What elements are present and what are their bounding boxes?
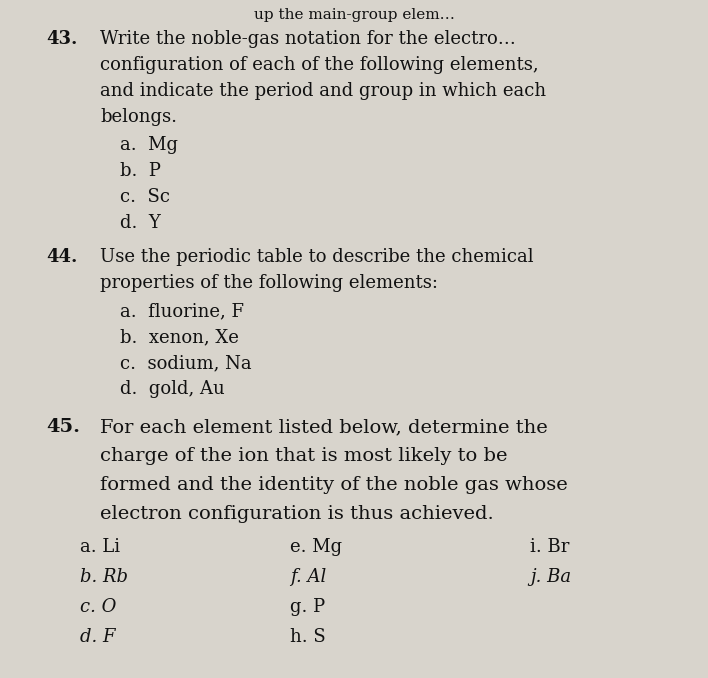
Text: b.  xenon, Xe: b. xenon, Xe: [120, 328, 239, 346]
Text: f. Al: f. Al: [290, 568, 326, 586]
Text: j. Ba: j. Ba: [530, 568, 571, 586]
Text: h. S: h. S: [290, 628, 326, 646]
Text: a. Li: a. Li: [80, 538, 120, 556]
Text: a.  fluorine, F: a. fluorine, F: [120, 302, 244, 320]
Text: up the main-group elem…: up the main-group elem…: [253, 8, 455, 22]
Text: i. Br: i. Br: [530, 538, 569, 556]
Text: Use the periodic table to describe the chemical: Use the periodic table to describe the c…: [100, 248, 534, 266]
Text: electron configuration is thus achieved.: electron configuration is thus achieved.: [100, 505, 493, 523]
Text: charge of the ion that is most likely to be: charge of the ion that is most likely to…: [100, 447, 508, 465]
Text: d.  Y: d. Y: [120, 214, 161, 232]
Text: b. Rb: b. Rb: [80, 568, 128, 586]
Text: g. P: g. P: [290, 598, 325, 616]
Text: For each element listed below, determine the: For each element listed below, determine…: [100, 418, 548, 436]
Text: belongs.: belongs.: [100, 108, 177, 126]
Text: formed and the identity of the noble gas whose: formed and the identity of the noble gas…: [100, 476, 568, 494]
Text: configuration of each of the following elements,: configuration of each of the following e…: [100, 56, 539, 74]
Text: d. F: d. F: [80, 628, 115, 646]
Text: 44.: 44.: [46, 248, 77, 266]
Text: Write the noble-gas notation for the electro…: Write the noble-gas notation for the ele…: [100, 30, 516, 48]
Text: a.  Mg: a. Mg: [120, 136, 178, 154]
Text: d.  gold, Au: d. gold, Au: [120, 380, 224, 398]
Text: and indicate the period and group in which each: and indicate the period and group in whi…: [100, 82, 546, 100]
Text: c.  sodium, Na: c. sodium, Na: [120, 354, 251, 372]
Text: b.  P: b. P: [120, 162, 161, 180]
Text: e. Mg: e. Mg: [290, 538, 342, 556]
Text: 45.: 45.: [46, 418, 80, 436]
Text: c.  Sc: c. Sc: [120, 188, 170, 206]
Text: c. O: c. O: [80, 598, 116, 616]
Text: properties of the following elements:: properties of the following elements:: [100, 274, 438, 292]
Text: 43.: 43.: [46, 30, 77, 48]
